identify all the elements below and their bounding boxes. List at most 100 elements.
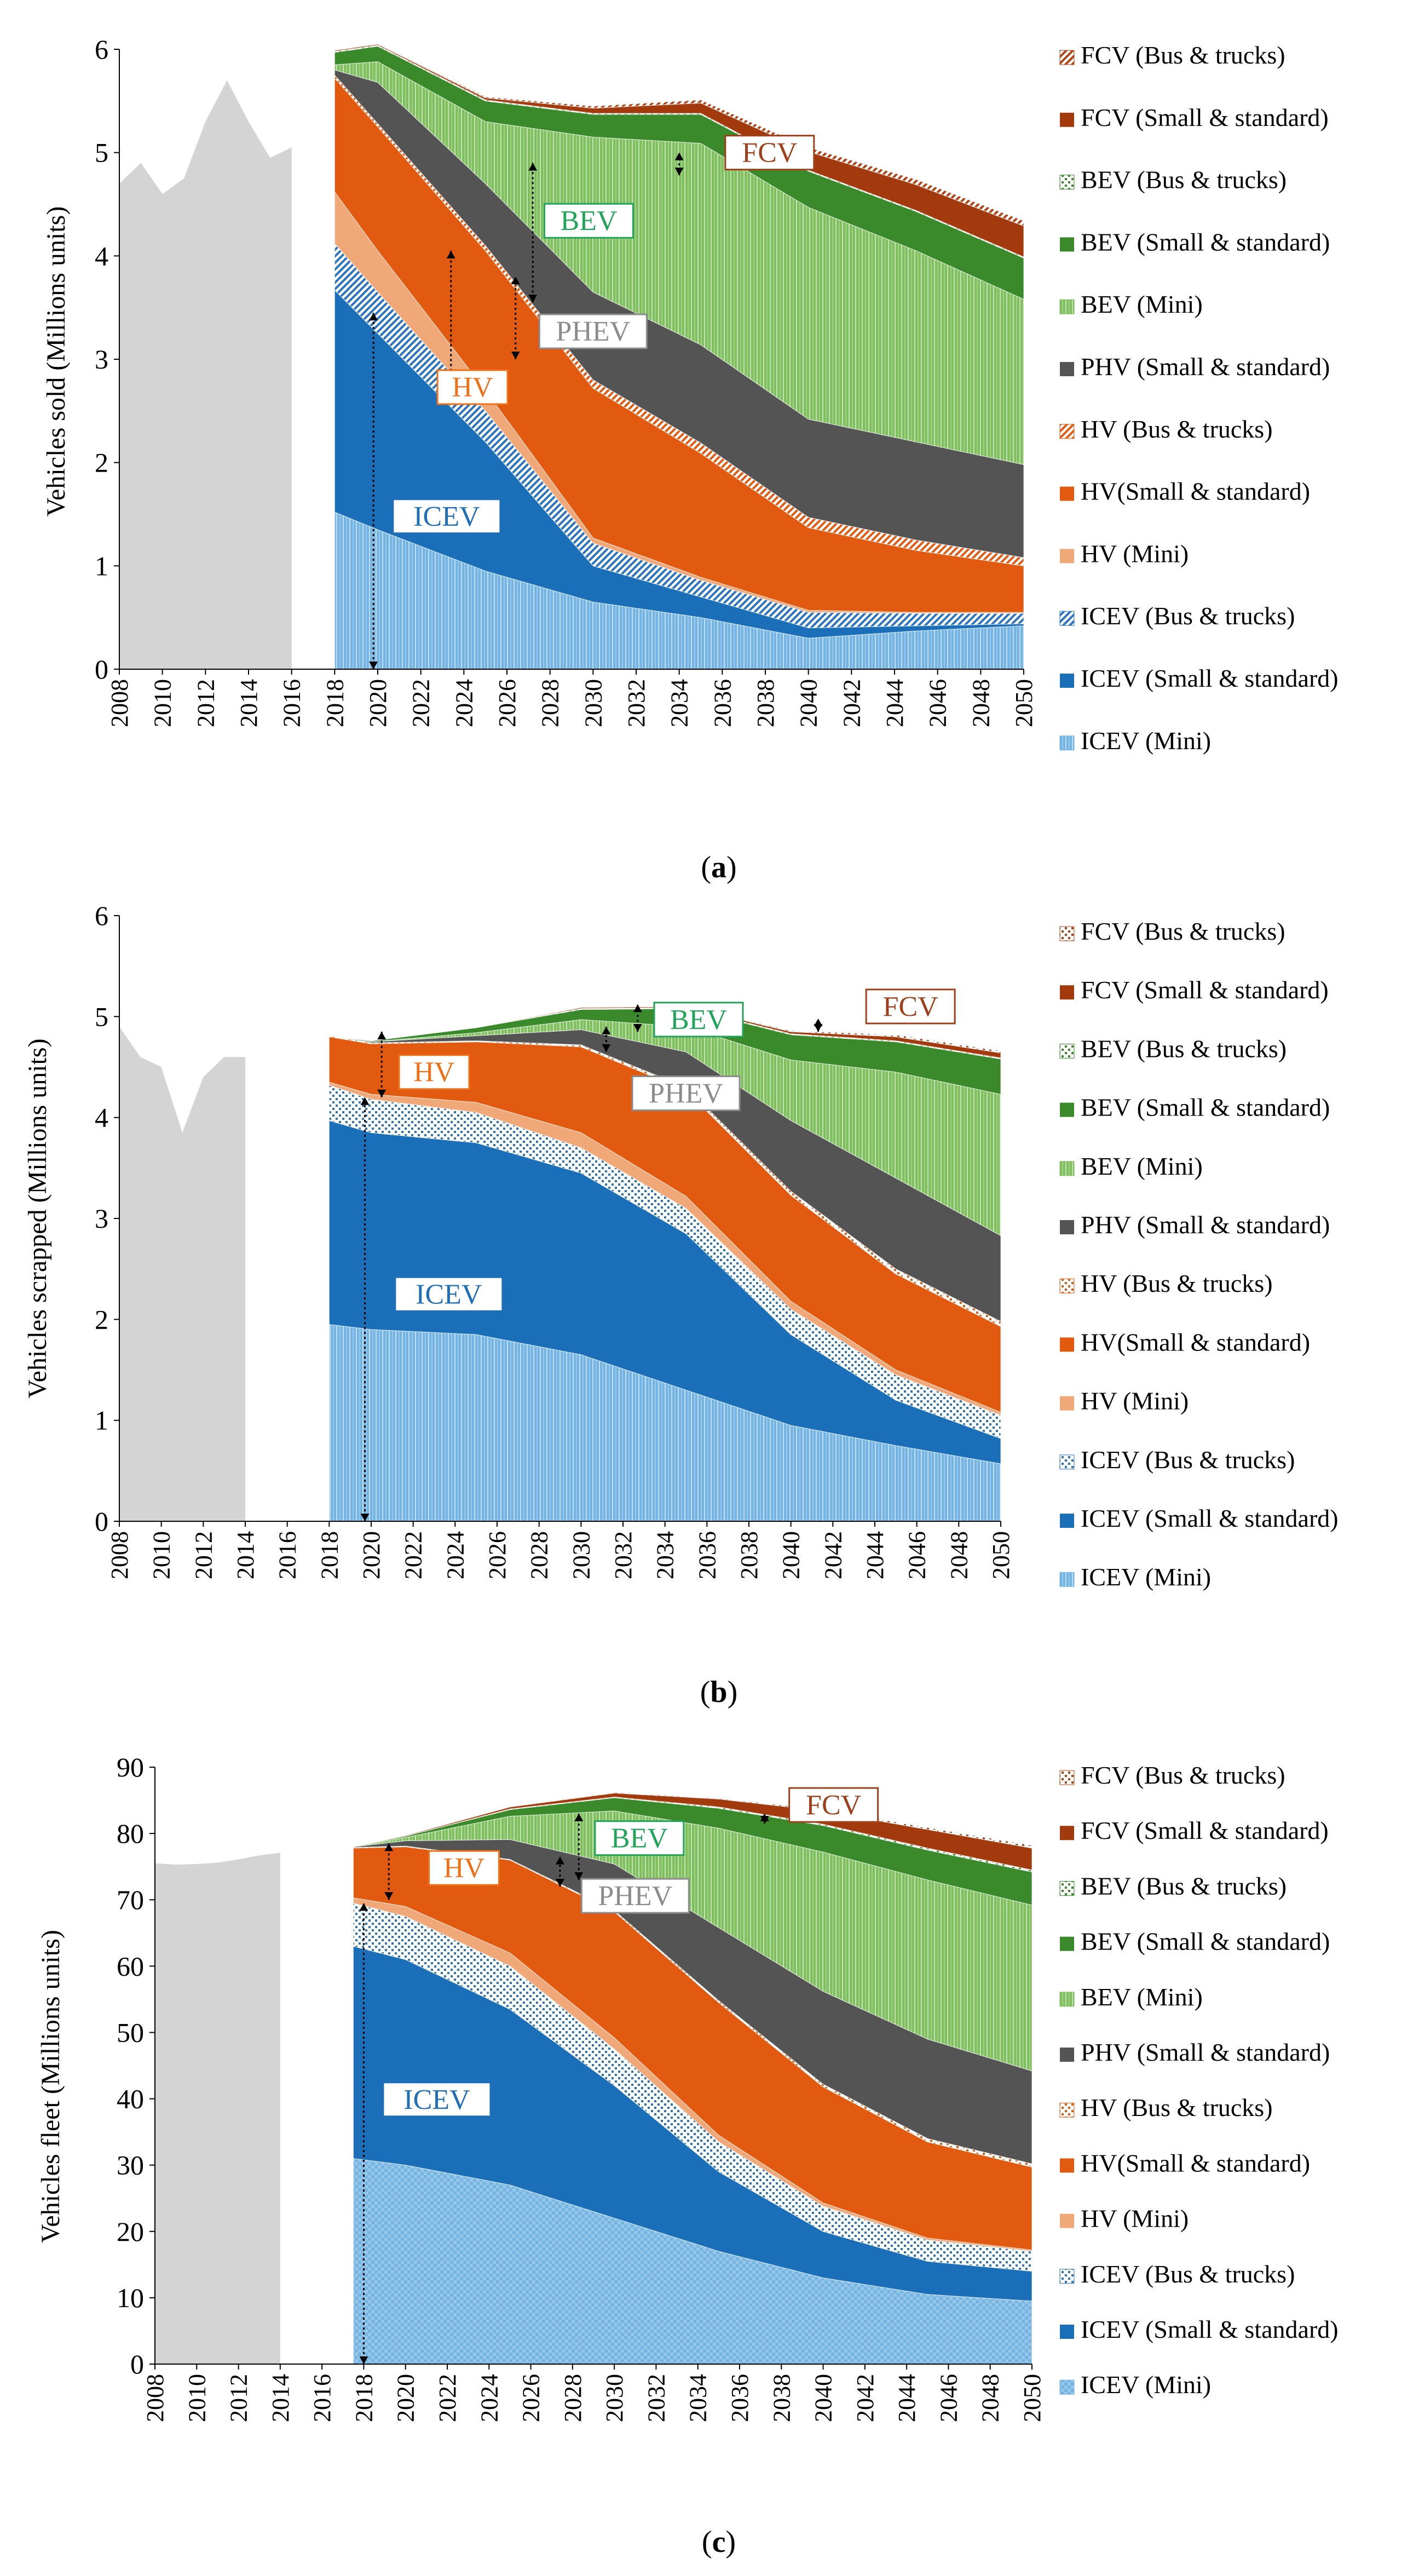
legend-label: PHV (Small & standard) xyxy=(1081,2038,1330,2066)
arrow-head xyxy=(555,1879,564,1887)
arrow-head xyxy=(574,1872,584,1880)
y-tick-label: 2 xyxy=(95,1304,108,1335)
x-tick-label: 2032 xyxy=(610,1531,637,1579)
annotation-box xyxy=(538,313,648,349)
y-tick-label: 4 xyxy=(95,240,108,271)
panel-a-caption: (a) xyxy=(701,850,736,884)
legend-label: FCV (Bus & trucks) xyxy=(1081,41,1285,69)
legend-label: BEV (Small & standard) xyxy=(1081,1928,1330,1956)
arrow-head xyxy=(359,1903,368,1911)
panel-a-sold: 0 1 2 3 4 5 6 2008 2010 2012 2014 2016 2018 2020 2022 2… xyxy=(42,34,1339,884)
legend-swatch xyxy=(1059,1278,1075,1293)
panel-a-y-axis-label: Vehicles sold (Millions units) xyxy=(42,206,71,517)
x-tick-label: 2024 xyxy=(442,1531,469,1579)
legend-label: BEV (Mini) xyxy=(1081,1152,1203,1180)
annotation-label-phev: PHEV xyxy=(556,316,630,347)
x-tick-label: 2032 xyxy=(643,2374,670,2422)
legend-item-icev_mini: ICEV (Mini) xyxy=(1059,2371,1211,2399)
x-tick-label: 2030 xyxy=(568,1531,595,1579)
x-tick-label: 2036 xyxy=(694,1531,720,1579)
legend-label: PHV (Small & standard) xyxy=(1081,1211,1330,1239)
legend-swatch xyxy=(1059,175,1075,190)
arrow-head xyxy=(574,1813,584,1821)
annotation-box xyxy=(394,1276,504,1312)
arrow-head xyxy=(384,1892,394,1900)
annotation-label-icev: ICEV xyxy=(413,501,480,532)
annotation-label-fcv: FCV xyxy=(883,991,938,1022)
legend-item-bev_bus: BEV (Bus & trucks) xyxy=(1059,166,1287,194)
y-tick-label: 90 xyxy=(117,1752,144,1783)
panel-b-caption: (b) xyxy=(700,1675,737,1709)
legend-label: BEV (Bus & trucks) xyxy=(1081,166,1287,194)
legend-swatch xyxy=(1060,1514,1074,1528)
y-tick-label: 5 xyxy=(95,137,108,168)
annotation-box xyxy=(788,1787,879,1823)
legend-swatch xyxy=(1060,112,1074,127)
x-tick-label: 2042 xyxy=(852,2374,879,2422)
legend-label: HV (Bus & trucks) xyxy=(1081,1269,1273,1297)
x-tick-label: 2010 xyxy=(148,1531,175,1579)
legend-item-bev_ss: BEV (Small & standard) xyxy=(1060,1094,1330,1122)
x-tick-label: 2046 xyxy=(925,679,951,727)
arrow-head xyxy=(602,1026,611,1034)
legend-label: ICEV (Mini) xyxy=(1081,2371,1211,2399)
legend-item-phv_ss: PHV (Small & standard) xyxy=(1060,353,1330,381)
legend-item-hv_mini: HV (Mini) xyxy=(1060,539,1189,567)
legend-label: ICEV (Small & standard) xyxy=(1081,1504,1339,1532)
x-tick-label: 2042 xyxy=(838,679,865,727)
arrow-head xyxy=(760,1815,769,1824)
arrow-head xyxy=(384,1843,394,1852)
x-tick-label: 2012 xyxy=(226,2374,252,2422)
legend-swatch xyxy=(1060,2325,1074,2339)
legend-item-hv_bus: HV (Bus & trucks) xyxy=(1059,2094,1273,2121)
x-tick-label: 2026 xyxy=(494,679,521,727)
legend-item-hv_bus: HV (Bus & trucks) xyxy=(1059,415,1273,443)
legend-item-fcv_ss: FCV (Small & standard) xyxy=(1060,1816,1329,1844)
x-tick-label: 2016 xyxy=(274,1531,301,1579)
x-tick-label: 2048 xyxy=(967,679,994,727)
annotation-box xyxy=(382,2082,492,2118)
y-tick-label: 1 xyxy=(95,1405,108,1436)
legend-item-icev_ss: ICEV (Small & standard) xyxy=(1060,2315,1339,2343)
x-tick-label: 2040 xyxy=(810,2374,837,2422)
x-tick-label: 2050 xyxy=(1019,2374,1046,2422)
x-tick-label: 2018 xyxy=(321,679,348,727)
annotation-label-hv: HV xyxy=(413,1057,454,1088)
arrow-head xyxy=(446,250,455,258)
legend-label: BEV (Mini) xyxy=(1081,1983,1203,2011)
x-tick-label: 2038 xyxy=(736,1531,763,1579)
x-tick-label: 2008 xyxy=(142,2374,169,2422)
arrow-head xyxy=(555,1856,564,1865)
legend-item-icev_bus: ICEV (Bus & trucks) xyxy=(1059,1446,1295,1474)
y-tick-label: 3 xyxy=(95,344,108,375)
x-tick-label: 2028 xyxy=(526,1531,553,1579)
x-tick-label: 2046 xyxy=(904,1531,931,1579)
annotation-box xyxy=(436,369,509,405)
legend-label: ICEV (Bus & trucks) xyxy=(1081,1446,1295,1474)
legend-label: HV (Bus & trucks) xyxy=(1081,415,1273,443)
annotation-label-fcv: FCV xyxy=(742,137,797,169)
area-fcv_bus xyxy=(334,43,1024,227)
x-tick-label: 2038 xyxy=(752,679,779,727)
annotation-label-icev: ICEV xyxy=(403,2084,470,2115)
legend-swatch xyxy=(1059,1043,1075,1059)
annotation-label-hv: HV xyxy=(452,372,493,403)
legend-item-phv_ss: PHV (Small & standard) xyxy=(1060,1211,1330,1239)
arrow-head xyxy=(369,313,378,321)
legend-label: BEV (Bus & trucks) xyxy=(1081,1872,1287,1900)
panel-b-plot: 0 1 2 3 4 5 6 2008 2010 2012 2014 2016 2018 2020 2022 2… xyxy=(95,900,1014,1579)
panel-b-scrapped: 0 1 2 3 4 5 6 2008 2010 2012 2014 2016 2018 2020 2022 2… xyxy=(23,900,1339,1709)
y-tick-label: 70 xyxy=(117,1884,144,1915)
x-tick-label: 2050 xyxy=(988,1531,1014,1579)
legend-label: FCV (Bus & trucks) xyxy=(1081,1761,1285,1789)
legend-swatch xyxy=(1060,362,1074,376)
x-tick-label: 2046 xyxy=(935,2374,962,2422)
legend-label: BEV (Mini) xyxy=(1081,290,1203,318)
legend-label: ICEV (Mini) xyxy=(1081,727,1211,755)
legend-label: BEV (Bus & trucks) xyxy=(1081,1034,1287,1062)
annotation-box xyxy=(865,988,956,1025)
panel-b-y-axis-label: Vehicles scrapped (Millions units) xyxy=(23,1038,52,1398)
x-tick-label: 2016 xyxy=(279,679,305,727)
legend-label: HV(Small & standard) xyxy=(1081,1328,1310,1356)
